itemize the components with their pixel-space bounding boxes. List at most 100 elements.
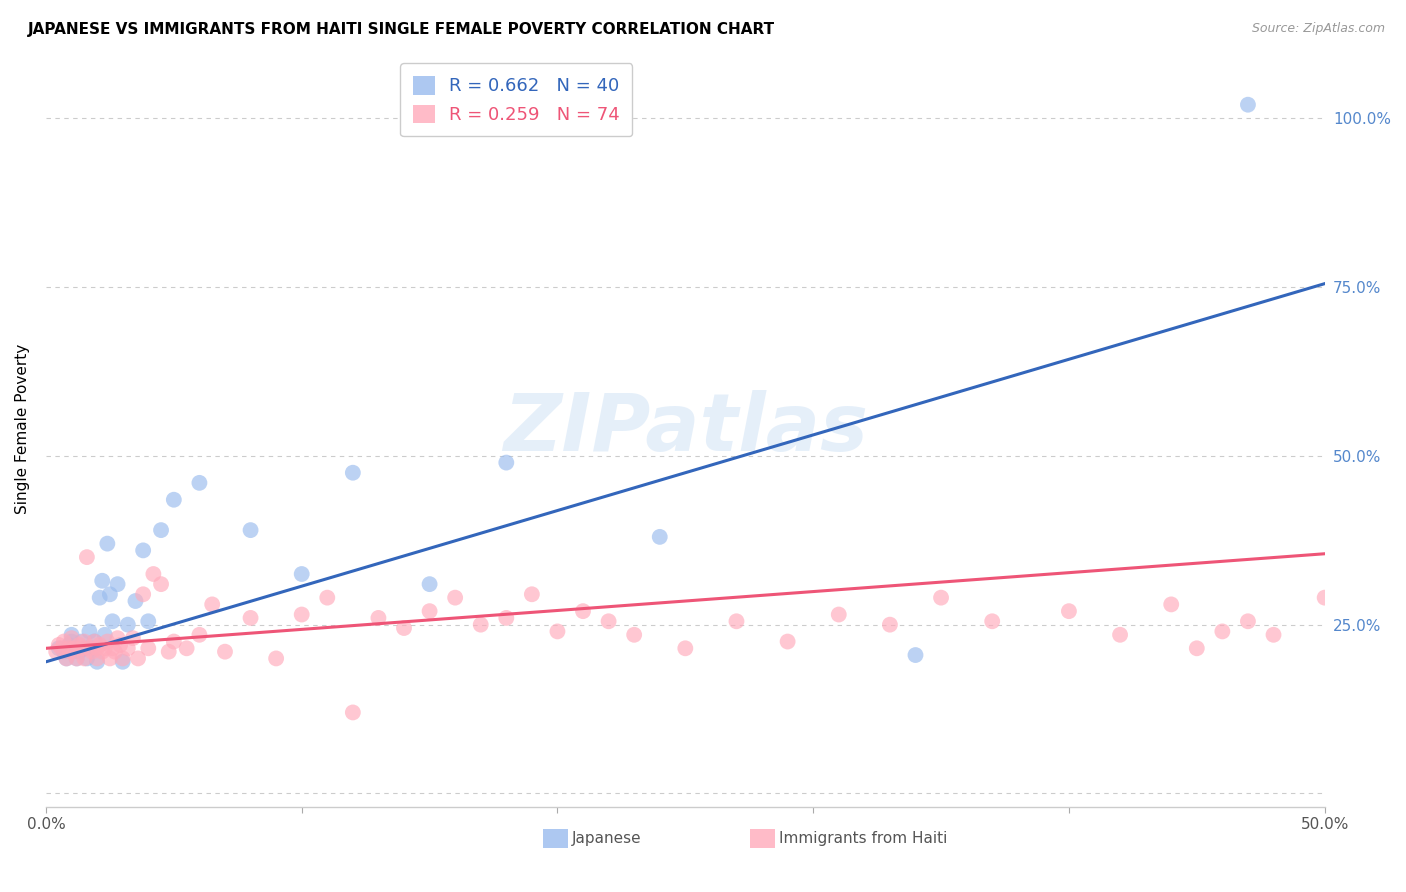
Point [58, 638, 80, 652]
Point [776, 634, 799, 648]
Point [96, 634, 118, 648]
Text: ZIPatlas: ZIPatlas [503, 390, 868, 467]
Point [132, 587, 155, 601]
Point [63, 641, 86, 656]
Point [598, 615, 620, 629]
Point [55, 651, 77, 665]
Point [419, 577, 441, 591]
Point [1185, 641, 1208, 656]
Point [981, 615, 1004, 629]
Point [122, 631, 145, 645]
Point [648, 530, 671, 544]
Point [67, 638, 90, 652]
Point [111, 655, 134, 669]
Point [188, 628, 211, 642]
Point [48, 641, 70, 656]
Point [60, 631, 83, 645]
Point [80, 645, 103, 659]
Point [444, 591, 467, 605]
Point [67, 645, 90, 659]
Point [828, 607, 851, 622]
Point [136, 615, 159, 629]
Point [495, 456, 517, 470]
Point [83, 634, 105, 648]
Point [101, 641, 124, 656]
Point [80, 641, 103, 656]
Point [157, 645, 180, 659]
Point [142, 567, 165, 582]
Y-axis label: Single Female Poverty: Single Female Poverty [15, 343, 30, 514]
Point [86, 655, 108, 669]
Point [520, 587, 543, 601]
Point [929, 591, 952, 605]
Point [91, 645, 114, 659]
Point [52, 645, 75, 659]
Point [904, 648, 927, 662]
Point [108, 638, 131, 652]
Point [70, 634, 93, 648]
Point [1057, 604, 1080, 618]
Point [70, 641, 93, 656]
Point [150, 577, 173, 591]
Point [104, 645, 127, 659]
Point [73, 641, 96, 656]
Point [291, 607, 314, 622]
Point [73, 634, 96, 648]
Point [60, 645, 83, 659]
Point [291, 567, 314, 582]
Point [86, 651, 108, 665]
Point [60, 628, 83, 642]
Point [470, 617, 492, 632]
Point [83, 634, 105, 648]
Point [1263, 628, 1285, 642]
Legend: R = 0.662   N = 40, R = 0.259   N = 74: R = 0.662 N = 40, R = 0.259 N = 74 [401, 63, 633, 136]
Point [342, 706, 364, 720]
Point [73, 651, 96, 665]
Point [392, 621, 415, 635]
Point [55, 651, 77, 665]
Point [879, 617, 901, 632]
Point [316, 591, 339, 605]
Point [214, 645, 236, 659]
Text: Japanese: Japanese [572, 831, 643, 846]
Point [1160, 598, 1182, 612]
Text: JAPANESE VS IMMIGRANTS FROM HAITI SINGLE FEMALE POVERTY CORRELATION CHART: JAPANESE VS IMMIGRANTS FROM HAITI SINGLE… [28, 22, 775, 37]
Point [163, 492, 186, 507]
Point [1237, 97, 1260, 112]
Point [495, 611, 517, 625]
Point [1313, 591, 1336, 605]
Point [342, 466, 364, 480]
Point [107, 577, 129, 591]
Text: Source: ZipAtlas.com: Source: ZipAtlas.com [1251, 22, 1385, 36]
Point [572, 604, 595, 618]
Point [176, 641, 198, 656]
Point [58, 641, 80, 656]
Point [124, 594, 146, 608]
Point [136, 641, 159, 656]
Point [66, 651, 89, 665]
Point [101, 615, 124, 629]
Point [163, 634, 186, 648]
Point [239, 611, 262, 625]
Point [45, 645, 67, 659]
Point [725, 615, 748, 629]
Point [60, 645, 83, 659]
Point [60, 634, 83, 648]
Point [94, 641, 117, 656]
Point [107, 631, 129, 645]
Point [127, 651, 149, 665]
Point [150, 523, 173, 537]
Point [66, 651, 89, 665]
Point [98, 587, 121, 601]
Point [94, 628, 117, 642]
Point [117, 617, 139, 632]
Point [91, 574, 114, 588]
Point [98, 651, 121, 665]
Point [76, 651, 98, 665]
Point [201, 598, 224, 612]
Point [48, 638, 70, 652]
Point [96, 536, 118, 550]
Point [623, 628, 645, 642]
Point [86, 641, 108, 656]
Point [117, 641, 139, 656]
